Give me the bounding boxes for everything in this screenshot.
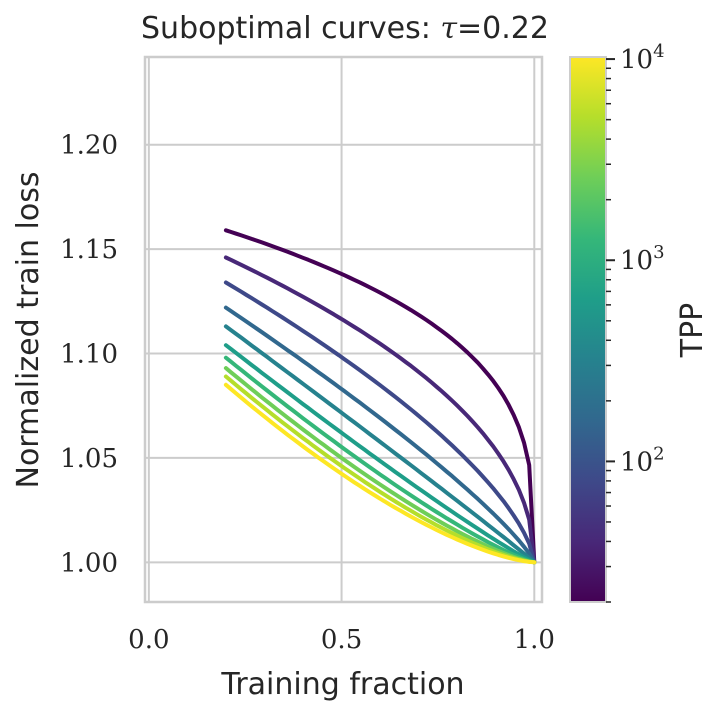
x-tick-label: 1.0 [514,625,555,655]
curve-tpp-40 [223,255,537,565]
colorbar [569,56,607,603]
y-tick-label: 1.00 [60,548,118,578]
x-tick-label: 0.5 [321,625,362,655]
y-tick-label: 1.05 [60,444,118,474]
y-tick-label: 1.20 [60,131,118,161]
y-tick-labels: 1.00 1.05 1.10 1.15 1.20 [60,131,118,579]
colorbar-label: TPP [675,303,710,359]
x-tick-labels: 0.0 0.5 1.0 [128,625,555,655]
loss-curves [223,228,537,565]
curve-tpp-640 [223,343,537,565]
colorbar-tick-label: 102 [620,443,665,477]
colorbar-tick-label: 104 [620,41,665,75]
colorbar-ticks: 102 103 104 [606,41,665,603]
curve-tpp-5120 [223,374,537,565]
curve-tpp-2560 [223,366,537,565]
y-tick-label: 1.15 [60,235,118,265]
curve-tpp-320 [223,324,537,565]
curve-tpp-1280 [223,355,537,565]
plot-frame [143,55,544,604]
curve-tpp-10240 [223,382,537,565]
curve-tpp-80 [223,280,537,565]
x-tick-label: 0.0 [128,625,169,655]
colorbar-tick-label: 103 [620,242,665,276]
y-axis-label: Normalized train loss [11,172,46,489]
chart-title: Suboptimal curves: τ=0.22 [141,11,549,46]
curve-tpp-20 [223,228,537,565]
curve-tpp-160 [223,305,537,565]
y-tick-label: 1.10 [60,340,118,370]
x-axis-label: Training fraction [220,667,464,702]
